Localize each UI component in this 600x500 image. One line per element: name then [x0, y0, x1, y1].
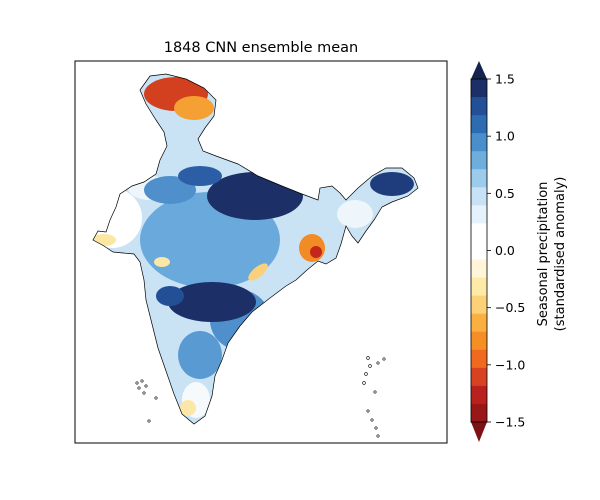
colorbar-level — [471, 386, 487, 405]
colorbar-level — [471, 115, 487, 134]
colorbar-label-line1: Seasonal precipitation — [536, 182, 551, 327]
patch-darkblue-southwest — [156, 286, 184, 306]
colorbar-level — [471, 332, 487, 351]
colorbar-top-arrow — [471, 61, 487, 79]
colorbar-level — [471, 133, 487, 152]
colorbar-level — [471, 223, 487, 242]
colorbar-levels — [471, 79, 487, 423]
colorbar-level — [471, 187, 487, 206]
colorbar-tick-label: 1.0 — [495, 129, 515, 144]
colorbar-tick-label: −1.5 — [495, 415, 525, 430]
colorbar-level — [471, 151, 487, 170]
patch-darkblue-north — [178, 166, 222, 186]
colorbar-level — [471, 205, 487, 224]
colorbar: 1.5 1.0 0.5 0.0 −0.5 −1.0 −1.5 Seasonal precip… — [471, 61, 568, 442]
patch-yellow-west — [154, 257, 170, 267]
patch-yellow-southcoast — [180, 400, 196, 416]
colorbar-level — [471, 368, 487, 387]
map-title: 1848 CNN ensemble mean — [164, 40, 359, 56]
colorbar-level — [471, 278, 487, 297]
colorbar-tick-label: 0.5 — [495, 186, 515, 201]
patch-blue-south — [178, 331, 222, 379]
colorbar-level — [471, 241, 487, 260]
colorbar-level — [471, 169, 487, 188]
colorbar-level — [471, 314, 487, 333]
colorbar-bottom-arrow — [471, 422, 487, 442]
colorbar-level — [471, 296, 487, 315]
colorbar-tick-label: 0.0 — [495, 243, 515, 258]
patch-white-east — [337, 200, 373, 228]
colorbar-ticks: 1.5 1.0 0.5 0.0 −0.5 −1.0 −1.5 — [487, 72, 525, 430]
patch-orange-kashmir — [174, 96, 214, 120]
colorbar-tick-label: −0.5 — [495, 300, 525, 315]
colorbar-level — [471, 79, 487, 98]
colorbar-level — [471, 404, 487, 423]
colorbar-level — [471, 350, 487, 369]
colorbar-tick-label: 1.5 — [495, 72, 515, 87]
colorbar-label-line2: (standardised anomaly) — [553, 177, 568, 332]
patch-darkblue-northeast — [370, 172, 414, 196]
patch-red-bengal — [310, 246, 322, 258]
colorbar-level — [471, 260, 487, 279]
colorbar-level — [471, 97, 487, 116]
colorbar-tick-label: −1.0 — [495, 357, 525, 372]
